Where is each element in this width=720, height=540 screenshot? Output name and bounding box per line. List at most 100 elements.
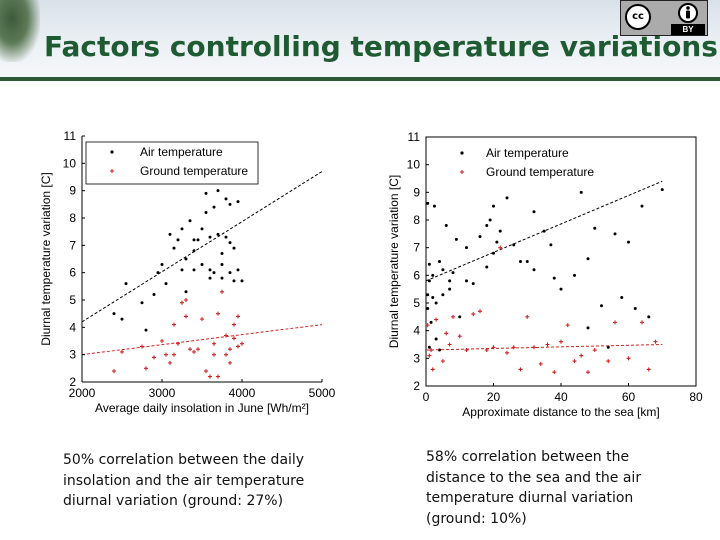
air-data-point [525, 260, 529, 263]
air-data-point [160, 262, 164, 266]
ground-data-point [172, 352, 176, 357]
ground-data-point [606, 359, 611, 364]
ground-data-point [498, 245, 503, 250]
title-rule [0, 77, 720, 81]
legend-ground-marker [110, 169, 114, 173]
ground-data-point [552, 370, 557, 375]
air-data-point [188, 219, 192, 223]
air-data-point [212, 205, 216, 209]
air-data-point [444, 224, 448, 228]
caption-right: 58% correlation between the distance to … [426, 449, 642, 527]
y-tick-label: 3 [413, 351, 420, 365]
ground-data-point [200, 317, 204, 322]
y-tick-label: 9 [413, 185, 420, 199]
air-data-point [220, 252, 224, 256]
air-data-point [164, 282, 168, 286]
y-tick-label: 6 [69, 266, 76, 280]
air-data-point [465, 246, 468, 250]
air-data-point [192, 238, 196, 242]
ground-data-point [572, 359, 577, 364]
air-data-point [172, 246, 176, 250]
ground-data-point [152, 355, 156, 360]
ground-data-point [447, 342, 452, 347]
air-data-point [204, 211, 208, 215]
ground-data-point [224, 352, 228, 357]
ground-data-point [538, 361, 543, 366]
ground-data-point [180, 300, 184, 305]
air-data-point [124, 282, 128, 286]
y-tick-label: 2 [69, 375, 76, 389]
x-tick-label: 5000 [309, 386, 336, 400]
air-data-point [448, 287, 452, 291]
air-data-point [519, 260, 522, 263]
air-data-point [441, 268, 445, 272]
air-data-point [633, 307, 637, 311]
x-tick-label: 0 [423, 390, 430, 404]
air-data-point [434, 337, 438, 341]
legend-ground-marker [460, 170, 464, 174]
air-data-point [196, 238, 200, 242]
legend: Air temperature Ground temperature [460, 146, 594, 179]
ground-data-point [579, 353, 584, 358]
air-data-point [140, 301, 144, 305]
ground-data-point [236, 344, 240, 349]
air-data-point [606, 345, 610, 349]
air-data-point [152, 293, 156, 297]
air-data-point [200, 227, 204, 231]
legend-air-marker [110, 150, 114, 154]
air-data-point [660, 188, 664, 192]
air-data-point [441, 293, 445, 297]
y-tick-label: 11 [64, 129, 77, 143]
air-data-point [112, 312, 116, 316]
air-data-point [208, 268, 212, 272]
y-tick-label: 6 [413, 268, 420, 282]
ground-data-point [511, 345, 516, 350]
ground-data-point [425, 323, 430, 328]
air-data-point [228, 241, 232, 245]
ground-data-point [192, 349, 196, 354]
air-data-point [451, 271, 455, 275]
slide-title: Factors controlling temperature variatio… [44, 30, 718, 63]
ground-data-point [172, 322, 176, 327]
air-data-point [573, 273, 576, 277]
air-data-point [429, 320, 433, 324]
ground-data-point [140, 344, 144, 349]
x-tick-label: 2000 [69, 386, 96, 400]
air-data-point [465, 279, 468, 283]
ground-data-point [228, 347, 232, 352]
x-axis-label: Average daily insolation in June [Wh/m²] [95, 401, 309, 415]
air-data-point [144, 328, 148, 332]
y-axis-label: Diurnal temperature variation [C] [39, 172, 53, 345]
legend-box [85, 141, 259, 185]
distance-scatter-chart: 2 3 4 5 6 7 8 9 10 11 0 20 40 60 80 Approximate distanc… [387, 130, 703, 419]
air-data-point [228, 202, 232, 206]
air-data-point [204, 191, 208, 195]
ground-data-point [224, 333, 228, 338]
ground-data-point [120, 349, 124, 354]
ground-data-point [613, 320, 617, 325]
ground-data-point [464, 348, 469, 353]
ground-data-point [232, 322, 236, 327]
air-data-point [640, 204, 644, 208]
air-data-point [427, 262, 431, 266]
air-data-point [613, 232, 617, 236]
air-data-point [542, 229, 546, 233]
legend-ground-label: Ground temperature [486, 165, 594, 179]
y-tick-label: 10 [63, 156, 77, 170]
y-tick-label: 4 [413, 324, 420, 338]
ground-data-point [518, 367, 523, 372]
cc-by-icon: cc BY [620, 0, 708, 36]
air-trendline [425, 180, 663, 282]
y-tick-label: 9 [69, 184, 76, 198]
y-tick-label: 8 [413, 213, 420, 227]
air-data-point [427, 279, 431, 283]
air-data-point [426, 201, 430, 205]
air-data-point [593, 226, 597, 230]
y-tick-label: 5 [413, 296, 420, 310]
air-data-point [495, 240, 499, 244]
air-data-point [220, 276, 224, 280]
air-data-point [232, 279, 236, 283]
x-axis-label: Approximate distance to the sea [km] [462, 405, 659, 419]
caption-left: 50% correlation between the daily insola… [63, 452, 305, 509]
air-data-point [586, 257, 590, 261]
